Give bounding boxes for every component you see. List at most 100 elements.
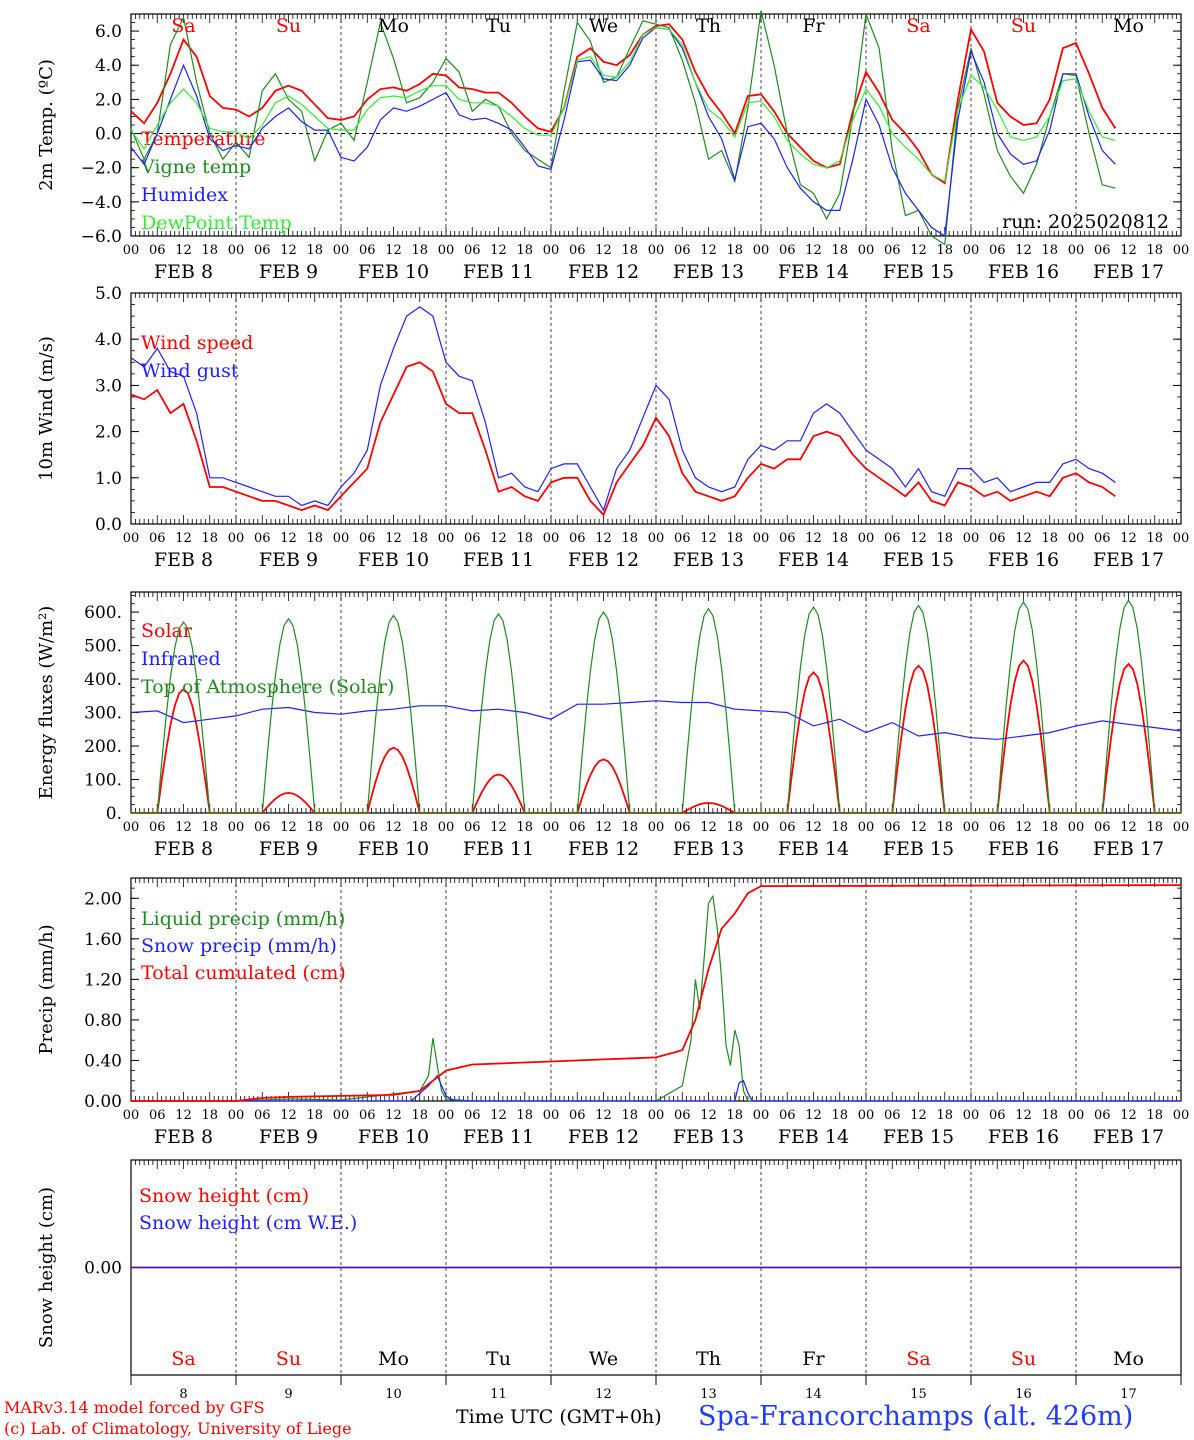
series-line-liquid-precip-mm-h-: [131, 894, 1181, 1102]
weekday-label: Mo: [378, 15, 409, 37]
day-label: FEB 15: [883, 838, 954, 860]
hour-tick-label: 00: [123, 820, 140, 835]
day-number-label: 12: [595, 1387, 612, 1402]
weekday-label: Fr: [802, 1348, 825, 1370]
y-tick-label: 2.0: [95, 423, 122, 443]
legend-label: Total cumulated (cm): [141, 962, 346, 984]
hour-tick-label: 12: [175, 1108, 192, 1123]
panel-wind: 5.0 4.0 3.0 2.0 1.0 0.0 10m Wind (m/s) Wind spe…: [36, 284, 1189, 571]
weekday-label: Mo: [1113, 1348, 1144, 1370]
hour-tick-label: 00: [753, 531, 770, 546]
hour-tick-label: 12: [595, 531, 612, 546]
hour-tick-label: 12: [280, 1108, 297, 1123]
legend-label: Liquid precip (mm/h): [141, 908, 345, 930]
hour-tick-label: 12: [595, 243, 612, 258]
hour-tick-label: 00: [858, 243, 875, 258]
panel-snow: 0.00 Snow height (cm) Snow height (cm) Snow…: [36, 1159, 1182, 1402]
y-tick-label: 2.0: [95, 90, 122, 110]
hour-tick-label: 12: [805, 531, 822, 546]
day-number-label: 13: [700, 1387, 717, 1402]
day-label: FEB 14: [778, 549, 849, 571]
hour-tick-label: 12: [490, 531, 507, 546]
hour-tick-label: 06: [359, 243, 376, 258]
hour-tick-label: 00: [438, 1108, 455, 1123]
hour-tick-label: 00: [753, 243, 770, 258]
weekday-label: Su: [276, 15, 301, 37]
day-number-label: 10: [385, 1387, 402, 1402]
series-line-top-of-atmosphere-solar-: [131, 599, 1181, 814]
hour-tick-label: 06: [254, 243, 271, 258]
day-label: FEB 16: [988, 1126, 1059, 1148]
hour-tick-label: 18: [201, 531, 218, 546]
day-label: FEB 10: [358, 838, 429, 860]
legend-label: DewPoint Temp: [141, 212, 292, 234]
series-line-wind-speed: [130, 361, 1116, 517]
day-label: FEB 13: [673, 1126, 744, 1148]
y-tick-label: 0.40: [84, 1051, 122, 1071]
hour-tick-label: 06: [674, 243, 691, 258]
hour-tick-label: 00: [858, 820, 875, 835]
hour-tick-label: 00: [543, 531, 560, 546]
hour-tick-label: 06: [674, 820, 691, 835]
hour-tick-label: 18: [726, 1108, 743, 1123]
legend-label: Infrared: [141, 648, 221, 670]
y-axis-label: Snow height (cm): [36, 1187, 57, 1348]
day-label: FEB 16: [988, 549, 1059, 571]
hour-tick-label: 06: [779, 1108, 796, 1123]
hour-tick-label: 00: [333, 1108, 350, 1123]
y-tick-label: 100.: [84, 771, 122, 791]
hour-tick-label: 00: [333, 531, 350, 546]
hour-tick-label: 06: [884, 531, 901, 546]
day-number-label: 14: [805, 1387, 822, 1402]
hour-tick-label: 06: [989, 243, 1006, 258]
day-label: FEB 10: [358, 1126, 429, 1148]
y-axis-label: 10m Wind (m/s): [36, 336, 57, 481]
hour-tick-label: 06: [779, 243, 796, 258]
hour-tick-label: 12: [175, 243, 192, 258]
series-line-temperature: [130, 23, 1117, 185]
hour-tick-label: 18: [621, 1108, 638, 1123]
legend-label: Temperature: [141, 128, 265, 150]
weekday-label: Th: [696, 1348, 721, 1370]
legend-label: Vigne temp: [140, 156, 251, 178]
day-label: FEB 11: [463, 1126, 534, 1148]
hour-tick-label: 00: [333, 243, 350, 258]
footer-time-label: Time UTC (GMT+0h): [456, 1406, 662, 1428]
legend-label: Snow height (cm W.E.): [139, 1212, 357, 1234]
hour-tick-label: 12: [280, 820, 297, 835]
hour-tick-label: 18: [411, 243, 428, 258]
hour-tick-label: 06: [254, 1108, 271, 1123]
hour-tick-label: 18: [831, 243, 848, 258]
hour-tick-label: 18: [306, 820, 323, 835]
day-label: FEB 11: [463, 838, 534, 860]
hour-tick-label: 00: [228, 1108, 245, 1123]
hour-tick-label: 06: [569, 1108, 586, 1123]
hour-tick-label: 18: [1041, 820, 1058, 835]
weekday-label: Su: [1011, 1348, 1036, 1370]
hour-tick-label: 12: [1015, 243, 1032, 258]
hour-tick-label: 18: [201, 820, 218, 835]
hour-tick-label: 18: [936, 243, 953, 258]
day-label: FEB 12: [568, 838, 639, 860]
series-line-total-cumulated-cm-: [131, 884, 1182, 1102]
day-label: FEB 12: [568, 1126, 639, 1148]
y-tick-label: 400.: [84, 670, 122, 690]
panel-temperature: 6.0 4.0 2.0 0.0 −2.0 −4.0 −6.0 2m Temp. (ºC) Tem…: [36, 10, 1189, 283]
hour-tick-label: 06: [989, 531, 1006, 546]
hour-tick-label: 12: [490, 820, 507, 835]
day-label: FEB 13: [673, 261, 744, 283]
weekday-label: Tu: [486, 1348, 511, 1370]
day-label: FEB 8: [154, 261, 213, 283]
day-label: FEB 15: [883, 261, 954, 283]
hour-tick-label: 06: [569, 820, 586, 835]
hour-tick-label: 00: [543, 1108, 560, 1123]
hour-tick-label: 12: [805, 243, 822, 258]
hour-tick-label: 06: [884, 1108, 901, 1123]
hour-tick-label: 18: [516, 820, 533, 835]
legend-label: Snow precip (mm/h): [141, 935, 337, 957]
hour-tick-label: 00: [753, 1108, 770, 1123]
hour-tick-label: 12: [385, 531, 402, 546]
hour-tick-label: 12: [490, 1108, 507, 1123]
hour-tick-label: 06: [674, 531, 691, 546]
hour-tick-label: 12: [1015, 1108, 1032, 1123]
